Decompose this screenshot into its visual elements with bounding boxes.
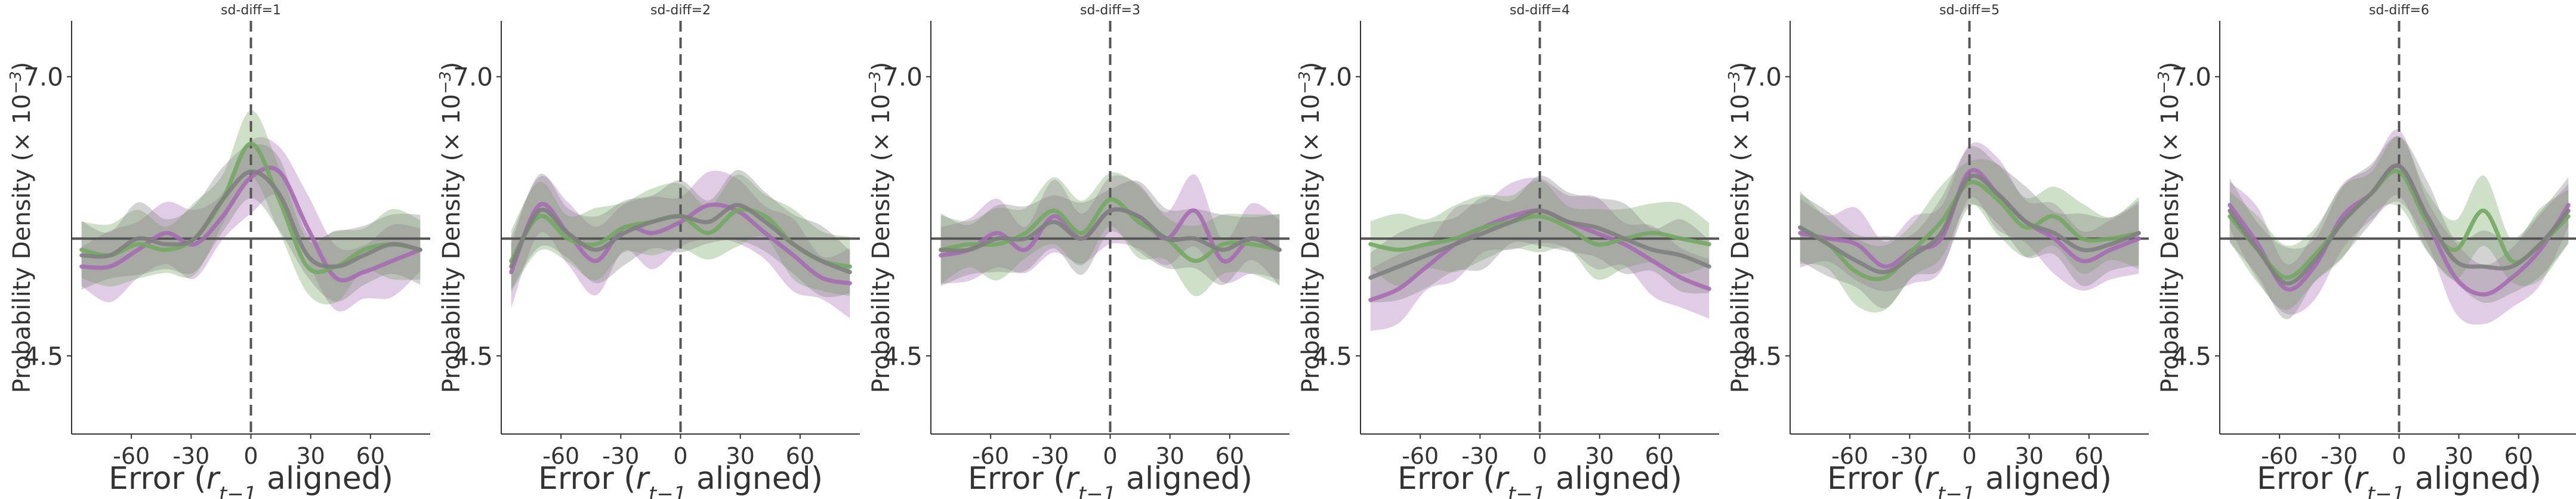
x-tick-label: 0 [243, 443, 258, 469]
series-line-2 [79, 141, 422, 275]
x-tick-label: -30 [1032, 443, 1069, 469]
x-tick-label: -30 [1891, 443, 1928, 469]
series-line-2 [1798, 180, 2141, 281]
subplot-6: 4.5 7.0 -60 -30 0 30 60 sd-diff=6 Error (rt−1 al… [2155, 3, 2576, 499]
y-tick-label: 4.5 [2171, 342, 2211, 371]
ci-band-series-3 [81, 144, 421, 302]
x-axis-label: Error (rt−1 aligned) [1397, 461, 1682, 499]
subplot-title: sd-diff=1 [221, 3, 281, 18]
y-axis-label: Probability Density (× 10−3) [2155, 62, 2184, 393]
subplot-title: sd-diff=6 [2369, 3, 2429, 18]
y-tick-label: 4.5 [883, 342, 923, 371]
x-axis-label: Error (rt−1 aligned) [968, 461, 1252, 499]
series-line-2 [2228, 169, 2571, 280]
x-tick-label: 0 [673, 443, 687, 469]
y-tick-label: 7.0 [883, 63, 923, 92]
x-tick-label: -30 [2321, 443, 2358, 469]
subplot-title: sd-diff=5 [1939, 3, 2000, 18]
x-tick-label: 60 [1215, 443, 1244, 469]
ci-band-series-1 [1800, 142, 2139, 292]
subplot-2: 4.5 7.0 -60 -30 0 30 60 sd-diff=2 Error (rt−1 al… [437, 3, 860, 499]
y-tick-label: 4.5 [23, 342, 63, 371]
x-tick-label: 60 [2504, 443, 2533, 469]
ci-band-series-2 [940, 172, 1280, 296]
x-tick-label: -60 [972, 443, 1009, 469]
x-tick-label: -60 [542, 443, 579, 469]
y-tick-label: 7.0 [23, 63, 63, 92]
x-tick-label: 0 [1103, 443, 1117, 469]
y-tick-label: 4.5 [453, 342, 493, 371]
y-tick-label: 7.0 [1312, 63, 1352, 92]
y-axis-label: Probability Density (× 10−3) [437, 62, 465, 393]
y-axis-label: Probability Density (× 10−3) [866, 62, 895, 393]
x-tick-label: 30 [296, 443, 325, 469]
subplot-title: sd-diff=2 [650, 3, 711, 18]
x-tick-label: -60 [1402, 443, 1439, 469]
ci-band-series-2 [1370, 180, 1710, 286]
x-tick-label: -30 [172, 443, 209, 469]
x-tick-label: -60 [113, 443, 150, 469]
x-axis-label: Error (rt−1 aligned) [2257, 461, 2541, 499]
x-tick-label: -60 [1831, 443, 1868, 469]
x-tick-label: 60 [1645, 443, 1674, 469]
series-line-3 [79, 169, 422, 269]
y-tick-label: 4.5 [1312, 342, 1352, 371]
y-axis-label: Probability Density (× 10−3) [7, 62, 36, 393]
y-axis-label: Probability Density (× 10−3) [1296, 62, 1325, 393]
ci-band-series-1 [1370, 177, 1710, 331]
series-line-3 [939, 207, 1282, 253]
series-line-3 [1368, 208, 1711, 280]
ci-band-series-2 [511, 174, 850, 296]
subplot-title: sd-diff=4 [1510, 3, 1570, 18]
ci-band-series-3 [511, 170, 850, 297]
subplot-1: 4.5 7.0 -60 -30 0 30 60 sd-diff=1 Error (rt−1 al… [7, 3, 430, 499]
series-line-1 [79, 165, 422, 283]
x-tick-label: 30 [726, 443, 754, 469]
y-tick-label: 7.0 [1742, 63, 1782, 92]
y-tick-label: 7.0 [453, 63, 493, 92]
x-tick-label: 60 [786, 443, 815, 469]
ci-band-series-2 [81, 110, 421, 305]
x-tick-label: 0 [2392, 443, 2406, 469]
ci-band-series-1 [2229, 129, 2569, 325]
x-tick-label: 30 [2014, 443, 2043, 469]
x-axis-label: Error (rt−1 aligned) [109, 461, 393, 499]
series-line-3 [1798, 173, 2141, 274]
x-tick-label: -30 [1461, 443, 1498, 469]
x-tick-label: 30 [1155, 443, 1184, 469]
y-tick-label: 4.5 [1742, 342, 1782, 371]
x-tick-label: -60 [2261, 443, 2298, 469]
x-tick-label: -30 [602, 443, 639, 469]
x-tick-label: 60 [2075, 443, 2103, 469]
x-tick-label: 30 [2444, 443, 2473, 469]
series-line-2 [1368, 214, 1711, 252]
x-tick-label: 30 [1585, 443, 1614, 469]
subplot-4: 4.5 7.0 -60 -30 0 30 60 sd-diff=4 Error (rt−1 al… [1296, 3, 1719, 499]
x-tick-label: 60 [356, 443, 385, 469]
series-line-3 [509, 203, 852, 274]
subplot-3: 4.5 7.0 -60 -30 0 30 60 sd-diff=3 Error (rt−1 al… [866, 3, 1289, 499]
y-axis-label: Probability Density (× 10−3) [1726, 62, 1754, 393]
x-axis-label: Error (rt−1 aligned) [538, 461, 823, 499]
x-tick-label: 0 [1532, 443, 1547, 469]
ci-band-series-3 [2229, 136, 2569, 320]
y-tick-label: 7.0 [2171, 63, 2211, 92]
subplot-5: 4.5 7.0 -60 -30 0 30 60 sd-diff=5 Error (rt−1 al… [1726, 3, 2149, 499]
subplot-title: sd-diff=3 [1080, 3, 1140, 18]
series-line-1 [1798, 168, 2141, 269]
x-tick-label: 0 [1962, 443, 1976, 469]
series-line-3 [2228, 163, 2571, 286]
series-line-2 [939, 197, 1282, 264]
x-axis-label: Error (rt−1 aligned) [1827, 461, 2112, 499]
